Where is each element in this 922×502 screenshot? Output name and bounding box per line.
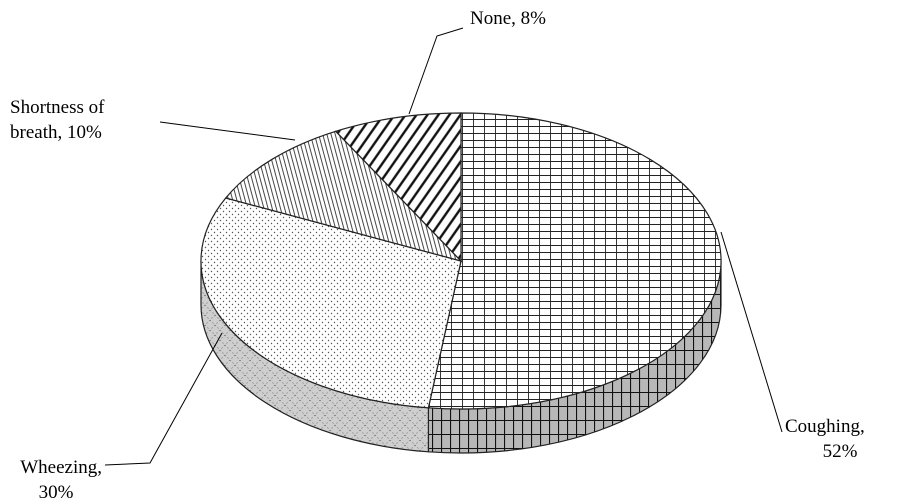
data-label-line: Shortness of <box>10 97 105 118</box>
leader-line <box>721 232 782 432</box>
data-label-line: breath, 10% <box>10 122 102 143</box>
data-label-line: 30% <box>39 482 74 502</box>
data-label-line: 52% <box>823 441 858 462</box>
data-label: Shortness of breath, 10% <box>10 97 105 143</box>
leader-line <box>105 333 222 465</box>
leader-line <box>409 28 463 114</box>
data-label: Coughing, 52% <box>785 416 865 462</box>
data-label-line: Wheezing, <box>20 457 102 478</box>
data-label: None, 8% <box>470 8 546 29</box>
data-label-line: Coughing, <box>785 416 865 437</box>
leader-line <box>160 122 295 140</box>
data-label: Wheezing, 30% <box>20 457 102 502</box>
data-label-line: None, 8% <box>470 8 546 29</box>
